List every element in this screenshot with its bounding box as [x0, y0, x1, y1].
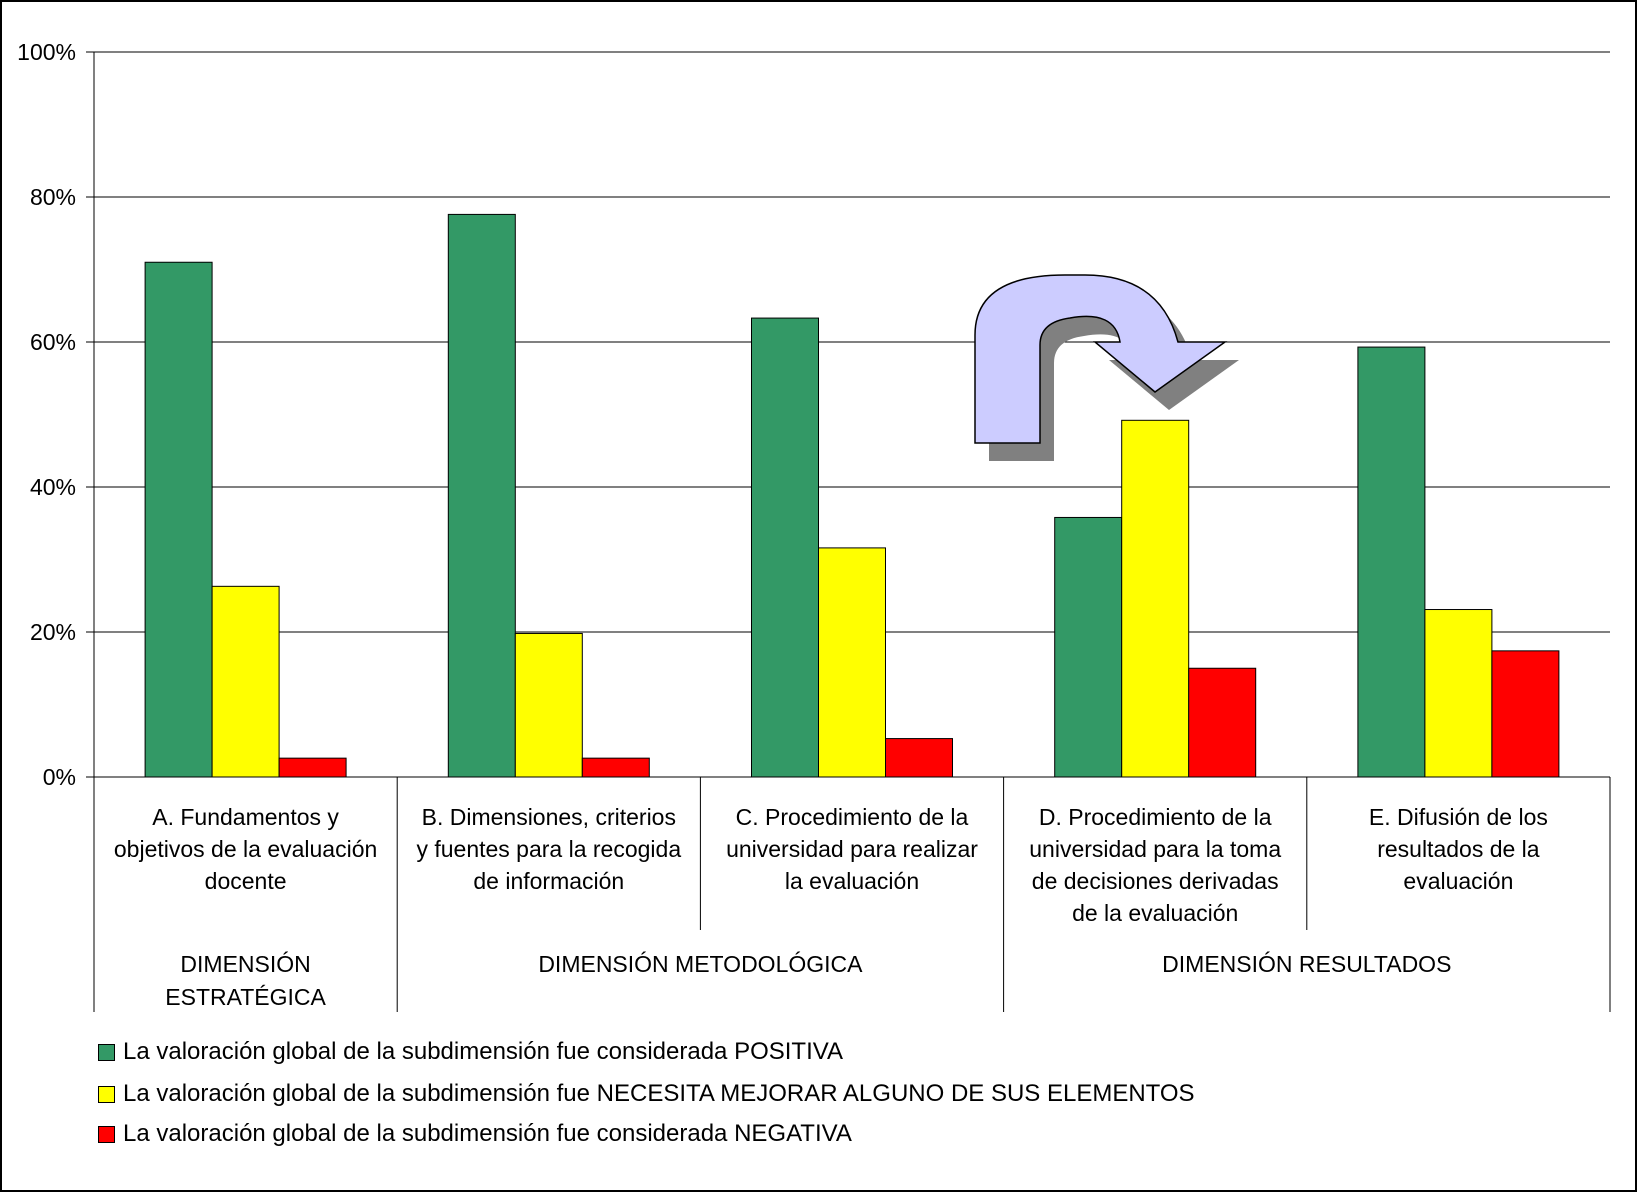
category-label-1-line-1: y fuentes para la recogida [416, 836, 681, 862]
bar-s0-c1 [447, 213, 516, 778]
bar-s0-c4 [1357, 346, 1426, 778]
legend-item-positive: La valoración global de la subdimensión … [98, 1038, 843, 1066]
y-tick-label-3: 60% [30, 329, 76, 355]
legend-swatch-positive [98, 1043, 115, 1061]
legend-label-needs-improvement: La valoración global de la subdimensión … [123, 1080, 1195, 1107]
category-label-3-line-1: universidad para la toma [1029, 836, 1281, 862]
bar-s1-c4 [1424, 609, 1493, 778]
y-tick-label-4: 80% [30, 184, 76, 210]
category-label-2-line-1: universidad para realizar [726, 836, 978, 862]
y-tick-label-1: 20% [30, 619, 76, 645]
legend-item-negative: La valoración global de la subdimensión … [98, 1120, 852, 1148]
category-label-4-line-1: resultados de la [1377, 836, 1540, 862]
bar-s1-c1 [514, 632, 583, 778]
y-tick-label-2: 40% [30, 474, 76, 500]
category-label-0-line-0: A. Fundamentos y [152, 804, 339, 830]
bar-s2-c0 [278, 757, 347, 778]
category-label-0-line-1: objetivos de la evaluación [114, 836, 377, 862]
bar-s2-c2 [885, 738, 953, 778]
category-label-1-line-2: de información [473, 868, 624, 894]
group-label-0-line-0: DIMENSIÓN [180, 951, 310, 977]
legend-label-positive: La valoración global de la subdimensión … [123, 1038, 843, 1065]
y-tick-label-0: 0% [43, 764, 76, 790]
y-tick-label-5: 100% [17, 39, 76, 65]
category-label-1-line-0: B. Dimensiones, criterios [422, 804, 676, 830]
curved-arrow [974, 274, 1228, 444]
group-label-0-line-1: ESTRATÉGICA [165, 984, 326, 1010]
legend-label-negative: La valoración global de la subdimensión … [123, 1120, 852, 1147]
category-label-3-line-3: de la evaluación [1072, 900, 1238, 926]
legend-item-needs-improvement: La valoración global de la subdimensión … [98, 1080, 1195, 1108]
bar-s1-c3 [1121, 419, 1190, 778]
group-label-1-line-0: DIMENSIÓN METODOLÓGICA [538, 951, 863, 977]
bar-s2-c1 [581, 757, 650, 778]
category-label-4-line-2: evaluación [1403, 868, 1513, 894]
bar-s2-c4 [1491, 650, 1560, 778]
bar-s1-c2 [818, 547, 886, 778]
category-label-3-line-2: de decisiones derivadas [1032, 868, 1279, 894]
category-label-2-line-2: la evaluación [785, 868, 919, 894]
group-label-2-line-0: DIMENSIÓN RESULTADOS [1162, 951, 1451, 977]
bar-s0-c0 [144, 261, 213, 778]
category-label-3-line-0: D. Procedimiento de la [1039, 804, 1272, 830]
legend-swatch-negative [98, 1125, 115, 1143]
category-label-0-line-2: docente [205, 868, 287, 894]
bar-s0-c3 [1054, 516, 1123, 778]
bar-s2-c3 [1188, 667, 1257, 778]
category-label-4-line-0: E. Difusión de los [1369, 804, 1548, 830]
bar-s1-c0 [211, 585, 280, 778]
legend-swatch-needs-improvement [98, 1085, 115, 1103]
bar-s0-c2 [751, 317, 819, 778]
category-label-2-line-0: C. Procedimiento de la [736, 804, 969, 830]
